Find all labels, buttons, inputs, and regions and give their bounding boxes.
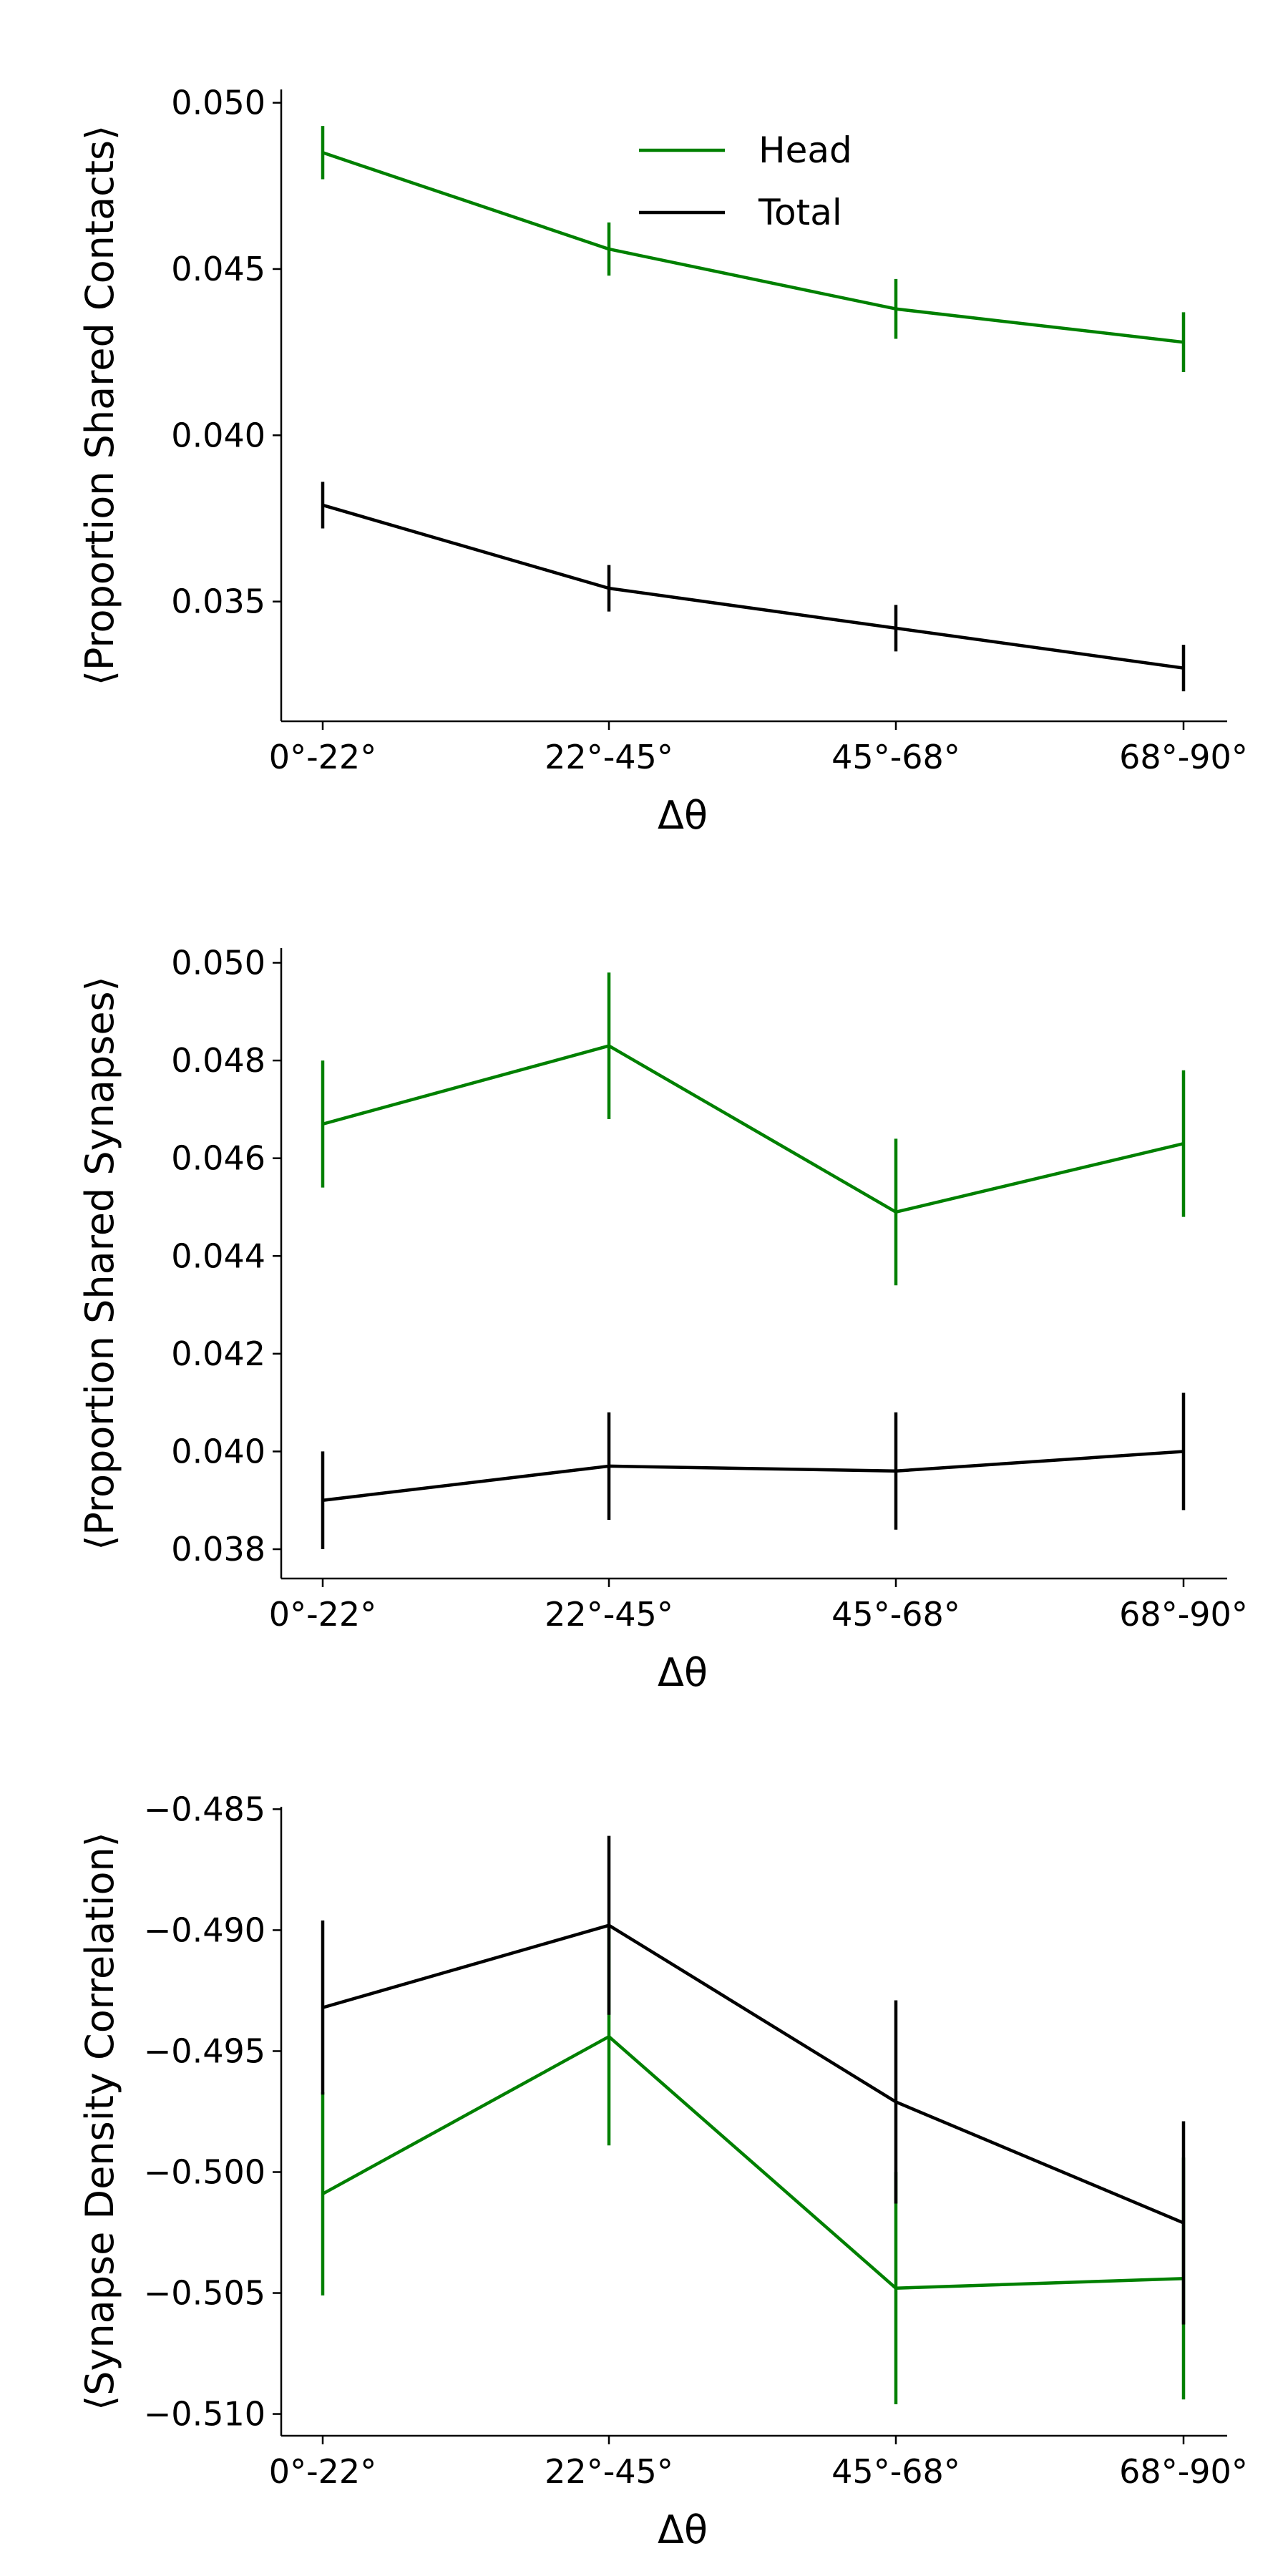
y-tick-label: 0.038 — [171, 1530, 265, 1568]
y-tick-label: 0.040 — [171, 1432, 265, 1470]
legend: Head Total — [639, 130, 852, 233]
series-line-total — [322, 1923, 1184, 2225]
series-total — [321, 482, 1186, 692]
y-tick-label: 0.035 — [171, 582, 265, 621]
legend-label-head: Head — [758, 130, 852, 171]
legend-label-total: Total — [758, 192, 842, 233]
x-tick-label: 45°-68° — [831, 738, 960, 776]
series-total — [321, 1392, 1186, 1550]
series-line-head — [321, 2034, 1184, 2290]
x-axis-title: Δθ — [658, 2507, 708, 2552]
y-tick-label: 0.048 — [171, 1041, 265, 1080]
y-tick-label: −0.500 — [144, 2152, 265, 2191]
y-tick-label: 0.050 — [171, 943, 265, 982]
y-axis-title: ⟨Proportion Shared Contacts⟩ — [77, 125, 122, 686]
series-head — [321, 972, 1186, 1286]
y-tick-label: −0.485 — [144, 1790, 265, 1828]
y-tick-label: 0.042 — [171, 1335, 265, 1373]
x-tick-label: 22°-45° — [545, 738, 673, 776]
x-axis-title: Δθ — [658, 793, 708, 838]
x-tick-label: 68°-90° — [1119, 738, 1248, 776]
y-axis-title: ⟨Proportion Shared Synapses⟩ — [77, 976, 122, 1551]
y-tick-label: 0.050 — [171, 84, 265, 122]
x-tick-label: 45°-68° — [831, 2452, 960, 2491]
series-line-total — [322, 1450, 1184, 1502]
series-line-head — [322, 1044, 1184, 1214]
y-tick-label: −0.495 — [144, 2031, 265, 2070]
x-tick-label: 0°-22° — [269, 738, 376, 776]
chart-panel-2: 0.038 0.040 0.042 0.044 0.046 0.048 0.050 0°-22… — [77, 943, 1248, 1695]
x-tick-label: 0°-22° — [269, 2452, 376, 2491]
y-tick-label: 0.044 — [171, 1236, 265, 1275]
chart-panel-1: 0.035 0.040 0.045 0.050 0°-22° 22°-45° 45°-68°… — [77, 84, 1248, 838]
y-tick-label: 0.040 — [171, 416, 265, 454]
y-tick-label: −0.510 — [144, 2395, 265, 2434]
x-tick-label: 68°-90° — [1119, 2452, 1248, 2491]
x-tick-label: 68°-90° — [1119, 1595, 1248, 1634]
series-line-total — [322, 503, 1184, 670]
x-tick-label: 22°-45° — [545, 1595, 673, 1634]
x-tick-label: 0°-22° — [269, 1595, 376, 1634]
chart-panel-3: −0.510 −0.505 −0.500 −0.495 −0.490 −0.485 0°-2… — [77, 1790, 1248, 2552]
series-line-head — [322, 151, 1184, 344]
y-axis-title: ⟨Synapse Density Correlation⟩ — [77, 1832, 122, 2411]
series-total — [321, 1835, 1186, 2325]
x-axis-title: Δθ — [658, 1650, 708, 1695]
y-tick-label: −0.490 — [144, 1911, 265, 1949]
y-tick-label: 0.045 — [171, 250, 265, 288]
y-tick-label: −0.505 — [144, 2274, 265, 2313]
x-tick-label: 22°-45° — [545, 2452, 673, 2491]
chart-layer: 0.035 0.040 0.045 0.050 0°-22° 22°-45° 45°-68°… — [77, 84, 1248, 2552]
x-tick-label: 45°-68° — [831, 1595, 960, 1634]
y-tick-label: 0.046 — [171, 1139, 265, 1178]
series-head — [321, 126, 1186, 373]
